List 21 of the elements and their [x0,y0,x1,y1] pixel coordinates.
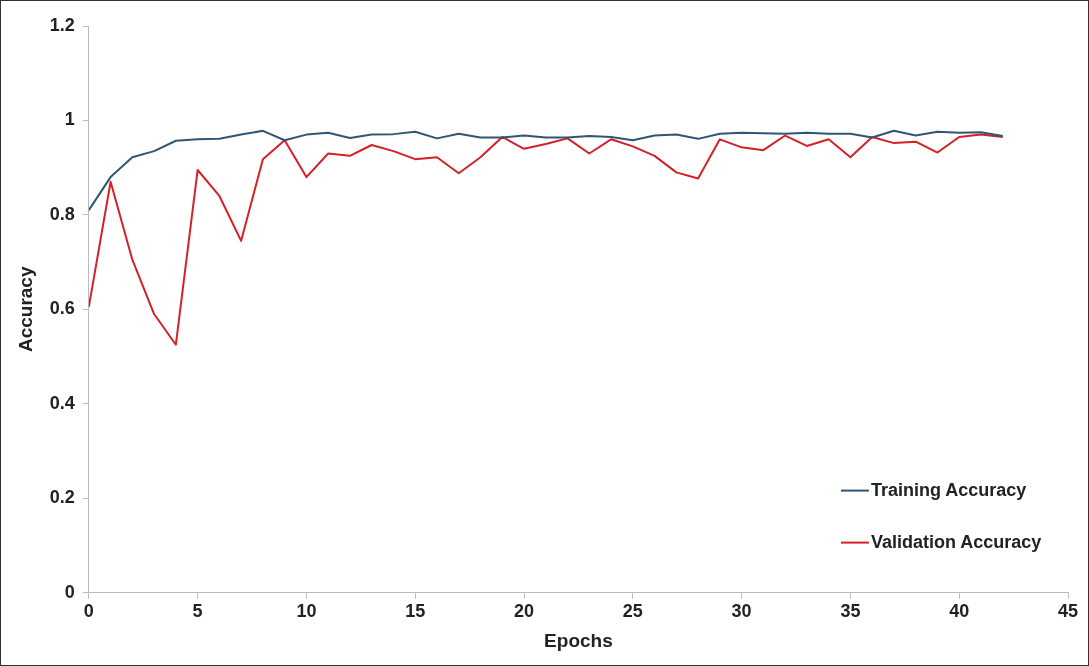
y-tick-label: 0.6 [49,298,75,319]
y-tick-label: 1 [64,109,75,130]
y-tick-label: 0.4 [49,392,75,413]
x-tick-label: 10 [296,601,317,622]
x-axis-title: Epochs [544,629,613,651]
x-tick-label: 35 [840,601,861,622]
x-tick-label: 45 [1057,601,1079,622]
x-tick-label: 30 [731,601,752,622]
x-tick-label: 20 [514,601,535,622]
x-tick-label: 25 [622,601,643,622]
y-tick-label: 0 [64,581,75,602]
y-tick-label: 0.8 [49,203,75,224]
x-tick-label: 5 [192,601,203,622]
legend-label: Training Accuracy [870,479,1027,500]
legend-label: Validation Accuracy [870,531,1042,552]
x-tick-label: 40 [949,601,970,622]
x-tick-label: 0 [83,601,94,622]
y-axis-title: Accuracy [14,266,36,353]
x-tick-label: 15 [405,601,426,622]
y-tick-label: 0.2 [49,487,75,508]
y-tick-label: 1.2 [49,14,75,35]
